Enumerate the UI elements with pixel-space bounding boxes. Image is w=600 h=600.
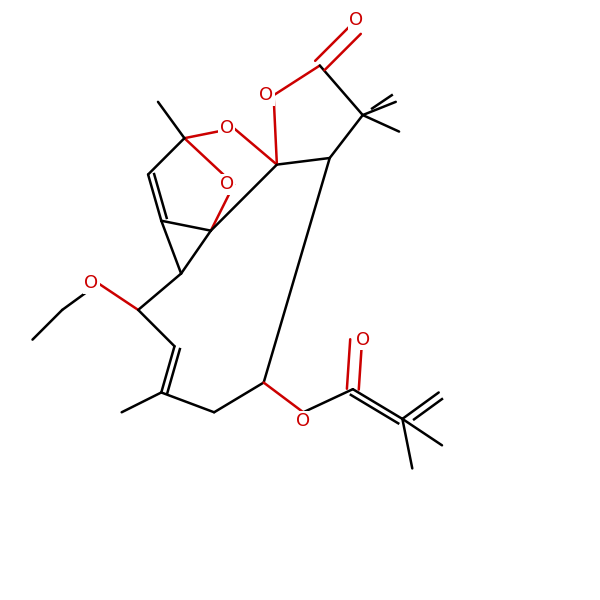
Text: O: O (85, 274, 98, 292)
Text: O: O (220, 175, 234, 193)
Text: O: O (296, 412, 310, 430)
Text: O: O (259, 86, 274, 104)
Text: O: O (356, 331, 370, 349)
Text: O: O (220, 119, 234, 137)
Text: O: O (349, 11, 363, 29)
